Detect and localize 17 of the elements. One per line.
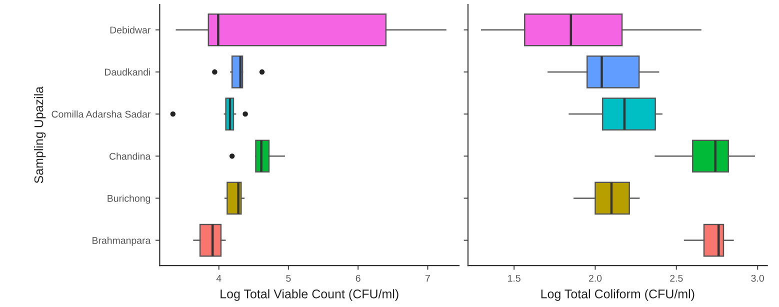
x-tick-label: 5 [286,274,291,282]
y-tick-label: Daudkandi [104,68,150,76]
x-axis-title: Log Total Coliform (CFU/ml) [541,289,694,301]
x-tick-label: 1.5 [508,274,520,282]
y-tick-label: Burichong [108,194,150,204]
x-axis-title: Log Total Viable Count (CFU/ml) [220,289,398,301]
y-axis-title: Sampling Upazila [34,86,46,184]
y-tick-label: Chandina [110,152,151,160]
y-tick-label: Comilla Adarsha Sadar [52,110,151,118]
x-tick-label: 4 [216,274,222,282]
x-tick-label: 2.5 [670,274,683,282]
y-tick-label: Brahmanpara [92,236,151,246]
x-tick-label: 7 [425,274,430,282]
x-tick-label: 3.0 [751,274,764,282]
x-tick-label: 2.0 [588,274,602,282]
x-tick-label: 6 [356,274,360,282]
y-tick-label: Debidwar [110,26,151,34]
